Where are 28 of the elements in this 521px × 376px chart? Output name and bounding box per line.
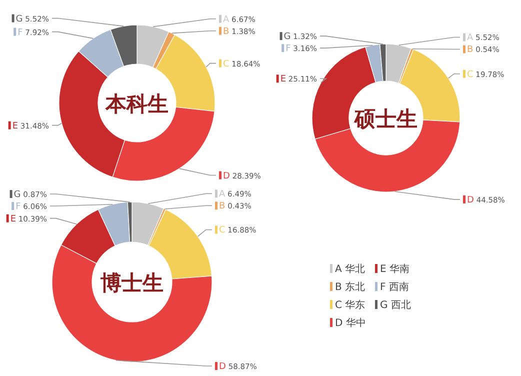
legend-label: D (223, 171, 230, 182)
text: 本科生 (104, 92, 168, 116)
legend-label: G (16, 14, 23, 24)
legend-label: E (280, 74, 286, 85)
category-label: A 华北 (335, 263, 366, 275)
legend-label: F (18, 28, 23, 38)
legend-label: C (219, 226, 226, 236)
legend-label: D (467, 195, 474, 206)
category-label: G 西北 (380, 299, 411, 311)
legend-label: F (286, 44, 291, 54)
category-label: D 华中 (335, 317, 366, 329)
legend-label: B (219, 202, 226, 212)
legend-label: E (12, 121, 18, 132)
category-label: F 西南 (380, 281, 409, 293)
category-label: B 东北 (335, 281, 366, 293)
legend-label: F (16, 202, 21, 212)
legend-label: C (467, 70, 474, 80)
text: 博士生 (100, 271, 164, 295)
legend-label: G (284, 32, 291, 42)
category-label: C 华东 (335, 299, 366, 311)
legend-label: B (223, 26, 230, 37)
text: 硕士生 (354, 107, 418, 131)
legend-label: B (467, 45, 474, 56)
legend-label: D (219, 362, 226, 372)
legend-label: E (10, 214, 16, 224)
legend-label: C (223, 59, 230, 70)
legend-label: G (14, 190, 21, 200)
category-label: E 华南 (380, 263, 410, 275)
